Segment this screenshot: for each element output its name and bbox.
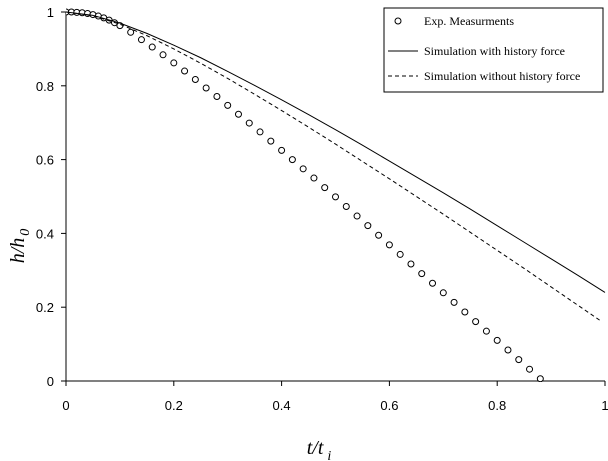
y-tick-label: 0.6: [36, 153, 54, 168]
data-point-exp: [310, 174, 318, 182]
data-point-exp: [224, 101, 232, 109]
x-axis-title-main: t/t: [307, 437, 324, 459]
data-point-exp: [526, 365, 534, 373]
data-point-exp: [353, 212, 361, 220]
x-tick-label: 0.2: [165, 398, 183, 413]
data-point-exp: [472, 318, 480, 326]
y-tick-label: 1: [47, 5, 54, 20]
data-point-exp: [493, 336, 501, 344]
data-point-exp: [461, 308, 469, 316]
data-point-exp: [342, 202, 350, 210]
x-axis-title-sub: i: [327, 449, 331, 461]
data-point-exp: [127, 28, 135, 36]
data-point-exp: [191, 76, 199, 84]
y-axis-title: h/h 0: [7, 229, 33, 264]
x-ticks: 0 0.2 0.4 0.6 0.8 1: [62, 381, 608, 413]
y-tick-label: 0.8: [36, 79, 54, 94]
series-line-with-history: [66, 11, 606, 293]
y-tick-label: 0: [47, 374, 54, 389]
data-point-exp: [181, 67, 189, 75]
data-point-exp: [256, 128, 264, 136]
legend-entry-without-history: Simulation without history force: [424, 69, 580, 83]
data-point-exp: [536, 375, 544, 382]
data-point-exp: [148, 43, 156, 51]
legend-box: [383, 7, 604, 93]
data-point-exp: [450, 298, 458, 306]
data-point-exp: [504, 346, 512, 354]
y-axis-title-sub: 0: [18, 229, 33, 236]
legend-entry-exp: Exp. Measurments: [424, 14, 514, 28]
data-point-exp: [202, 84, 210, 92]
data-point-exp: [515, 356, 523, 364]
legend: Exp. Measurments Simulation with history…: [383, 7, 604, 93]
data-point-exp: [332, 193, 339, 201]
data-point-exp: [321, 184, 329, 192]
data-point-exp: [170, 59, 178, 67]
data-point-exp: [375, 231, 383, 239]
data-point-exp: [407, 260, 415, 268]
axes: [65, 12, 605, 382]
legend-marker-circle: [394, 17, 402, 25]
x-tick-label: 0: [62, 398, 69, 413]
series-layer: [66, 8, 606, 382]
data-point-exp: [396, 250, 404, 258]
data-point-exp: [213, 93, 221, 101]
x-tick-label: 0.8: [488, 398, 506, 413]
data-point-exp: [429, 279, 437, 287]
data-point-exp: [245, 119, 253, 127]
data-point-exp: [234, 110, 242, 118]
data-point-exp: [482, 327, 490, 335]
data-point-exp: [267, 137, 275, 145]
data-point-exp: [418, 270, 426, 278]
y-axis-title-main: h/h: [7, 238, 29, 264]
data-point-exp: [364, 222, 372, 230]
data-point-exp: [137, 36, 145, 44]
y-ticks: 0 0.2 0.4 0.6 0.8 1: [36, 5, 66, 389]
data-point-exp: [288, 156, 296, 164]
x-tick-label: 1: [601, 398, 608, 413]
data-point-exp: [159, 51, 167, 59]
x-tick-label: 0.6: [380, 398, 398, 413]
data-point-exp: [299, 165, 307, 173]
data-point-exp: [439, 289, 447, 297]
data-point-exp: [385, 241, 393, 249]
x-tick-label: 0.4: [273, 398, 291, 413]
y-tick-label: 0.4: [36, 226, 54, 241]
x-axis-title: t/t i: [307, 437, 332, 461]
data-point-exp: [278, 146, 286, 154]
legend-entry-with-history: Simulation with history force: [424, 44, 565, 58]
y-tick-label: 0.2: [36, 300, 54, 315]
series-line-without-history: [66, 11, 600, 321]
